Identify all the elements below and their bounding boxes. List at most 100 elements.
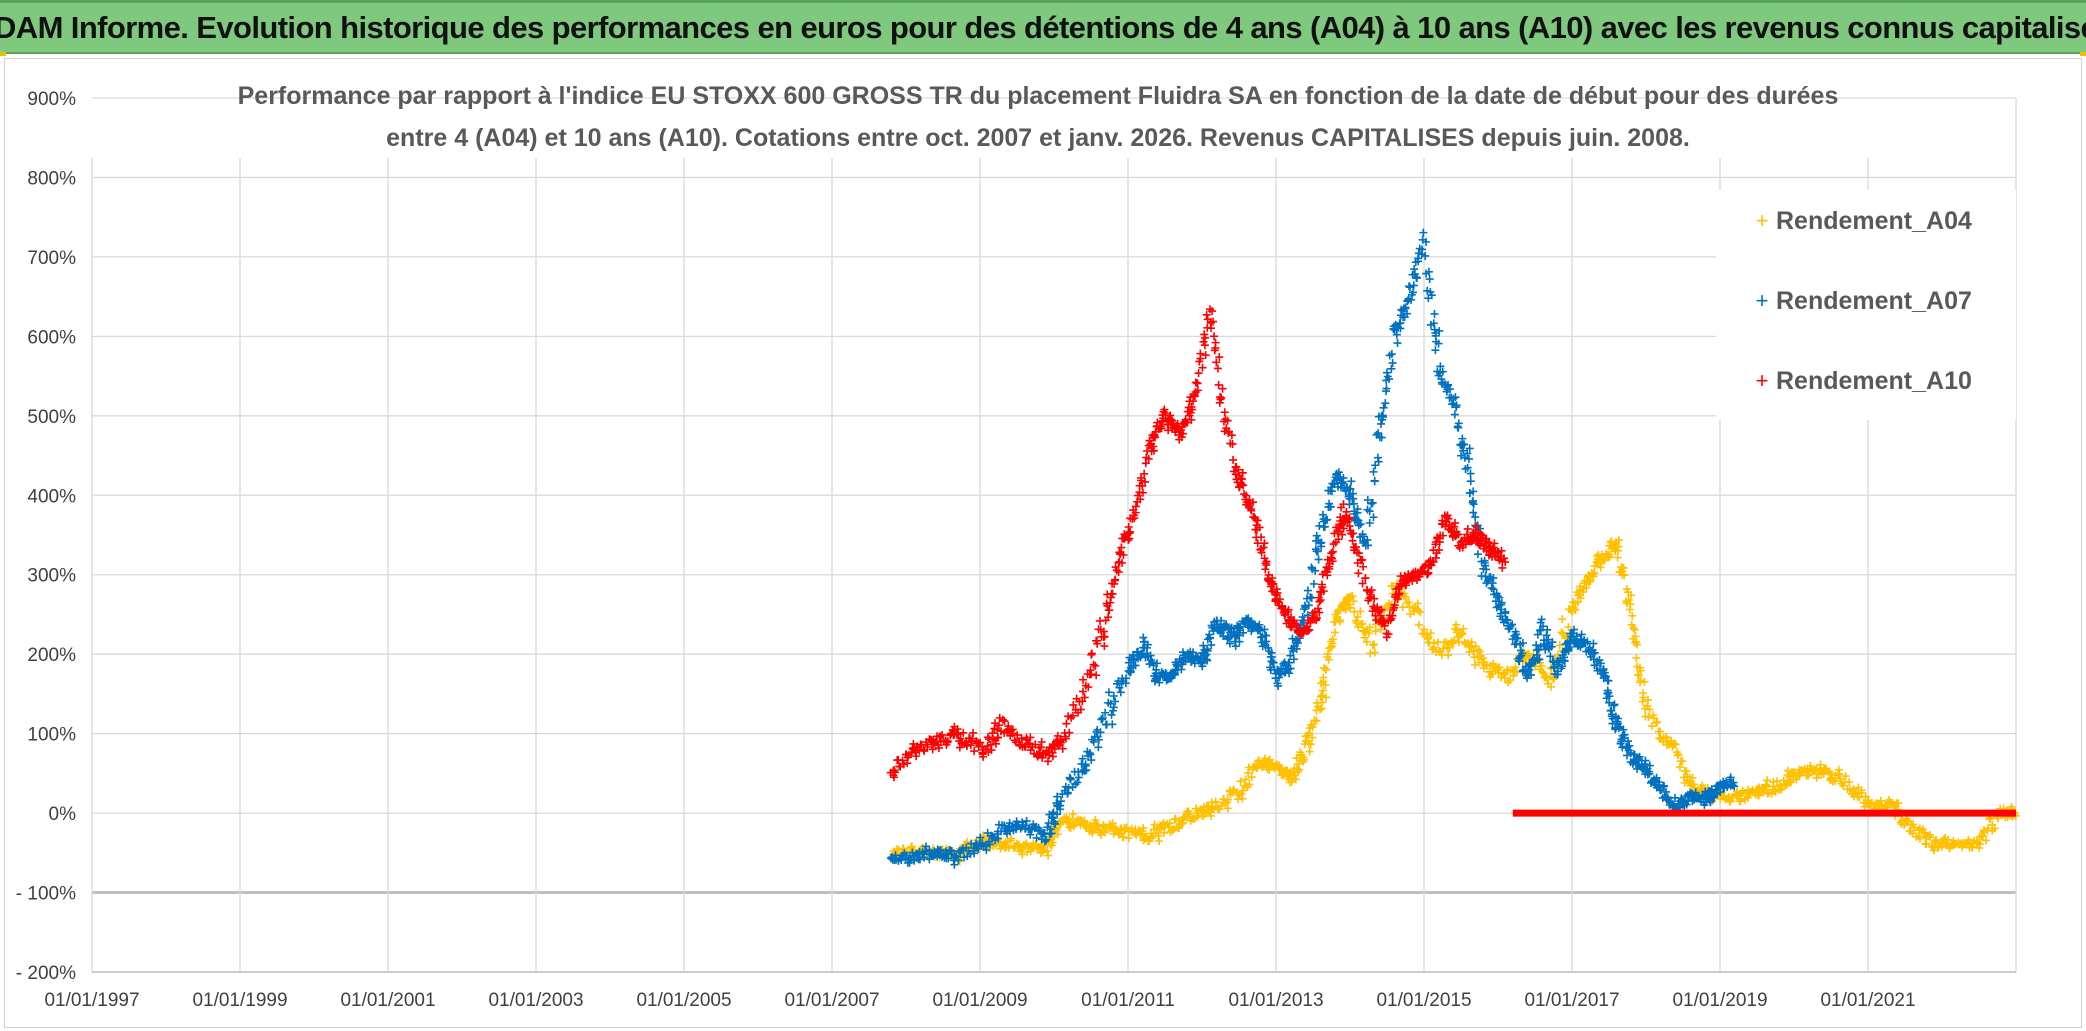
point-a07 — [1463, 463, 1472, 472]
point-a04 — [1835, 770, 1844, 779]
point-a10 — [1370, 594, 1379, 603]
point-a07 — [1716, 788, 1725, 797]
point-a10 — [898, 756, 907, 765]
point-a07 — [1203, 656, 1212, 665]
point-a04 — [1416, 608, 1425, 617]
x-tick-label: 01/01/2011 — [1081, 990, 1175, 1011]
point-a07 — [1201, 651, 1210, 660]
point-a10 — [928, 745, 937, 754]
point-a04 — [1317, 691, 1326, 700]
point-a04 — [1736, 797, 1745, 806]
point-a10 — [1119, 551, 1128, 560]
chart-frame — [4, 58, 2082, 1028]
point-a10 — [1275, 595, 1284, 604]
point-a04 — [1787, 778, 1796, 787]
point-a07 — [1503, 615, 1512, 624]
point-a10 — [1358, 555, 1367, 564]
point-a04 — [1241, 775, 1250, 784]
point-a04 — [1426, 629, 1435, 638]
point-a10 — [993, 725, 1002, 734]
point-a07 — [1401, 304, 1410, 313]
point-a10 — [1130, 514, 1139, 523]
point-a10 — [1056, 738, 1065, 747]
point-a07 — [1445, 385, 1454, 394]
point-a07 — [1559, 656, 1568, 665]
point-a07 — [1543, 625, 1552, 634]
point-a07 — [1659, 782, 1668, 791]
point-a10 — [1144, 454, 1153, 463]
point-a10 — [1349, 529, 1358, 538]
point-a04 — [1908, 829, 1917, 838]
point-a07 — [1450, 410, 1459, 419]
point-a07 — [1473, 550, 1482, 559]
x-tick-label: 01/01/2021 — [1820, 990, 1915, 1011]
point-a04 — [1370, 648, 1379, 657]
point-a07 — [1293, 639, 1302, 648]
point-a07 — [1414, 254, 1423, 263]
point-a10 — [1259, 543, 1268, 552]
point-a07 — [1454, 419, 1463, 428]
point-a07 — [1074, 773, 1083, 782]
point-a10 — [998, 715, 1007, 724]
point-a07 — [1589, 639, 1598, 648]
point-a10 — [1193, 379, 1202, 388]
point-a07 — [1286, 664, 1295, 673]
point-a10 — [1065, 728, 1074, 737]
point-a07 — [1217, 626, 1226, 635]
point-a07 — [1434, 339, 1443, 348]
point-a04 — [1324, 655, 1333, 664]
point-a07 — [1376, 419, 1385, 428]
point-a04 — [1175, 824, 1183, 833]
point-a10 — [1352, 542, 1361, 551]
point-a04 — [1982, 836, 1991, 845]
point-a04 — [1488, 667, 1497, 676]
point-a04 — [1633, 640, 1642, 649]
point-a07 — [1464, 454, 1473, 463]
point-a10 — [1220, 408, 1229, 417]
point-a10 — [1138, 488, 1147, 497]
point-a10 — [1209, 317, 1218, 326]
point-a07 — [1537, 615, 1546, 624]
point-a10 — [1141, 477, 1150, 486]
point-a10 — [1348, 536, 1357, 545]
point-a10 — [956, 734, 965, 743]
point-a07 — [1387, 364, 1396, 373]
point-a07 — [1518, 649, 1527, 658]
point-a04 — [1108, 819, 1117, 828]
point-a10 — [1269, 580, 1278, 589]
point-a07 — [1570, 625, 1579, 634]
point-a04 — [1353, 612, 1362, 621]
point-a10 — [1126, 527, 1135, 536]
point-a04 — [1474, 645, 1483, 654]
point-a07 — [1349, 499, 1358, 508]
point-a10 — [1253, 516, 1262, 525]
point-a10 — [1013, 731, 1022, 740]
point-a04 — [1245, 780, 1254, 789]
point-a04 — [1990, 824, 1999, 833]
point-a10 — [1213, 364, 1222, 373]
y-tick-label: 600% — [27, 327, 76, 348]
point-a07 — [1682, 800, 1691, 809]
point-a04 — [1763, 776, 1772, 785]
point-a04 — [1919, 825, 1927, 834]
point-a10 — [1124, 536, 1133, 545]
point-a04 — [1926, 833, 1935, 842]
point-a04 — [1649, 713, 1658, 722]
point-a04 — [1119, 833, 1128, 842]
point-a10 — [1140, 469, 1149, 478]
point-a07 — [1051, 820, 1060, 829]
point-a07 — [1431, 346, 1440, 355]
point-a04 — [1499, 669, 1508, 678]
point-a10 — [959, 728, 968, 737]
point-a07 — [1515, 653, 1524, 662]
point-a07 — [1262, 637, 1271, 646]
point-a10 — [1228, 440, 1237, 449]
y-tick-label: 700% — [27, 248, 76, 269]
point-a07 — [910, 856, 919, 865]
point-a10 — [1218, 384, 1227, 393]
point-a07 — [1235, 637, 1244, 646]
point-a07 — [1548, 638, 1557, 647]
point-a07 — [1601, 672, 1610, 681]
point-a04 — [1223, 795, 1232, 804]
point-a10 — [1490, 539, 1499, 548]
